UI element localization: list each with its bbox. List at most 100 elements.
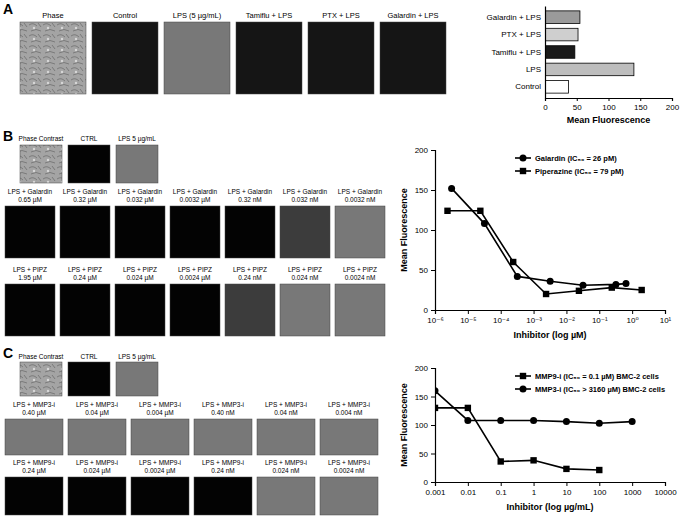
tick-label: Galardin + LPS <box>487 13 541 22</box>
tick: 100 <box>415 421 435 430</box>
tick-mark <box>665 310 666 314</box>
image-caption: 0.24 nM <box>238 274 262 281</box>
micrograph <box>164 22 230 94</box>
image-caption: PTX + LPS <box>322 11 359 20</box>
chart: 050100150200Galardin + LPSPTX + LPSTamif… <box>487 7 680 126</box>
tick-label: 10 <box>562 488 571 497</box>
image-caption: Phase Contrast <box>19 135 64 142</box>
image-caption: LPS + MMP3-i <box>76 401 118 408</box>
panel: CPhase ContrastCTRLLPS 5 µg/mLLPS + MMP3… <box>3 345 378 515</box>
tick-mark <box>468 310 469 314</box>
tick: 1000 <box>624 482 642 497</box>
bars <box>545 11 634 93</box>
tick-mark <box>431 368 435 369</box>
image-caption: LPS + Galardin <box>228 188 273 195</box>
micrograph <box>170 206 220 258</box>
tick-mark <box>431 397 435 398</box>
tick-mark <box>632 310 633 314</box>
micrograph <box>236 22 302 94</box>
micrograph <box>5 206 55 258</box>
axis-title: Mean Fluorescence <box>399 188 409 272</box>
tick-label: 0.001 <box>425 488 446 497</box>
micrograph <box>5 284 55 336</box>
tick: 100 <box>602 98 616 112</box>
axis-line <box>545 7 546 99</box>
micrograph <box>280 284 330 336</box>
point <box>498 458 504 464</box>
legend-label: MMP9-i (IC₅₀ = 0.1 µM) BMC-2 cells <box>535 372 659 381</box>
micrograph <box>257 419 315 455</box>
image-caption: LPS + MMP3-i <box>202 401 244 408</box>
point <box>622 280 629 287</box>
micrograph <box>280 206 330 258</box>
bar <box>545 63 634 76</box>
image-caption: LPS + MMP3-i <box>265 401 307 408</box>
tick: 10⁻⁵ <box>460 310 476 325</box>
tick-mark <box>468 482 469 486</box>
panel-label: B <box>3 128 13 144</box>
image-caption: 0.40 nM <box>211 409 235 416</box>
axis-line <box>431 151 436 311</box>
figure: APhaseControlLPS (5 µg/mL)Tamiflu + LPSP… <box>0 0 685 521</box>
legend-marker <box>520 373 526 379</box>
point <box>464 417 471 424</box>
tick-label: 100 <box>415 421 429 430</box>
tick: 10⁻⁴ <box>493 310 510 325</box>
image-caption: LPS + PIPZ <box>68 266 102 273</box>
axis: Galardin + LPSPTX + LPSTamiflu + LPSLPSC… <box>487 7 546 99</box>
image-caption: LPS + MMP9-i <box>76 459 118 466</box>
tick-label: 150 <box>634 103 648 112</box>
legend: Galardin (IC₅₀ = 26 pM)Piperazine (IC₅₀ … <box>515 154 624 176</box>
micrograph <box>92 22 158 94</box>
tick: 200 <box>415 146 435 155</box>
axis-title: Inhibitor (log µM) <box>513 330 586 340</box>
image-caption: LPS + MMP3-i <box>139 401 181 408</box>
tick-mark <box>632 482 633 486</box>
legend-marker <box>520 168 526 174</box>
micrograph <box>68 419 126 455</box>
panel-label: A <box>3 1 13 17</box>
micrograph <box>20 22 86 94</box>
legend-marker <box>520 155 527 162</box>
tick-mark <box>566 310 567 314</box>
tick-mark <box>431 482 435 483</box>
series-line <box>447 211 641 294</box>
panel: BPhase ContrastCTRLLPS 5 µg/mLLPS + Gala… <box>3 128 385 336</box>
axis: 0.0010.010.1110100100010000 <box>425 482 677 497</box>
image-caption: 0.0032 µM <box>180 196 211 204</box>
tick-mark <box>566 482 567 486</box>
tick: 200 <box>666 98 680 112</box>
tick-label: 1 <box>532 488 537 497</box>
point <box>596 420 603 427</box>
micrograph <box>68 145 110 183</box>
tick-label: Tamiflu + LPS <box>491 48 541 57</box>
tick: 0.1 <box>496 482 508 497</box>
tick: 10⁻³ <box>526 310 542 325</box>
bar <box>545 11 580 24</box>
panel: APhaseControlLPS (5 µg/mL)Tamiflu + LPSP… <box>3 1 446 94</box>
point <box>543 291 549 297</box>
tick-label: 200 <box>415 146 429 155</box>
point <box>596 467 602 473</box>
chart: 10⁻⁶10⁻⁵10⁻⁴10⁻³10⁻²10⁻¹10⁰10¹0501001502… <box>399 146 672 340</box>
tick-mark <box>501 482 502 486</box>
tick: 100 <box>415 226 435 235</box>
tick: 150 <box>415 393 435 402</box>
tick-label: 150 <box>415 393 429 402</box>
point <box>530 417 537 424</box>
axis-title: Mean Fluorescence <box>399 383 409 467</box>
tick-mark <box>609 98 610 101</box>
series-line <box>452 188 626 285</box>
micrograph <box>60 206 110 258</box>
image-caption: LPS + Galardin <box>338 188 383 195</box>
micrograph <box>320 477 378 515</box>
tick-label: 1000 <box>624 488 642 497</box>
image-caption: 0.0032 nM <box>345 196 376 203</box>
point <box>444 208 450 214</box>
image-caption: 0.032 nM <box>291 196 318 203</box>
micrograph <box>225 206 275 258</box>
image-caption: 0.024 nM <box>272 467 299 474</box>
legend-label: Piperazine (IC₅₀ = 79 pM) <box>535 167 624 176</box>
tick-mark <box>431 310 435 311</box>
micrograph <box>170 284 220 336</box>
